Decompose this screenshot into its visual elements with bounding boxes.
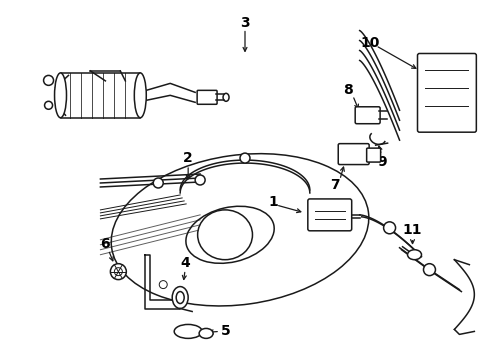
Text: 9: 9 bbox=[377, 155, 387, 169]
Circle shape bbox=[240, 153, 250, 163]
Ellipse shape bbox=[408, 250, 421, 260]
Text: 8: 8 bbox=[343, 84, 353, 97]
Circle shape bbox=[110, 264, 126, 280]
FancyBboxPatch shape bbox=[367, 148, 381, 162]
FancyBboxPatch shape bbox=[355, 107, 380, 124]
Ellipse shape bbox=[186, 206, 274, 263]
Circle shape bbox=[195, 175, 205, 185]
Text: 10: 10 bbox=[360, 36, 379, 50]
Ellipse shape bbox=[176, 292, 184, 303]
Circle shape bbox=[384, 222, 395, 234]
Text: 11: 11 bbox=[403, 223, 422, 237]
FancyBboxPatch shape bbox=[308, 199, 352, 231]
Circle shape bbox=[153, 178, 163, 188]
Ellipse shape bbox=[197, 210, 252, 260]
Circle shape bbox=[159, 280, 167, 289]
Text: 4: 4 bbox=[180, 256, 190, 270]
Ellipse shape bbox=[172, 287, 188, 309]
FancyBboxPatch shape bbox=[417, 54, 476, 132]
Ellipse shape bbox=[54, 73, 67, 118]
Circle shape bbox=[423, 264, 436, 276]
Circle shape bbox=[114, 268, 122, 276]
Text: 1: 1 bbox=[268, 195, 278, 209]
Text: 6: 6 bbox=[100, 237, 110, 251]
Ellipse shape bbox=[111, 154, 369, 306]
Text: 3: 3 bbox=[240, 15, 250, 30]
Text: 5: 5 bbox=[221, 324, 231, 338]
FancyBboxPatch shape bbox=[197, 90, 217, 104]
Ellipse shape bbox=[134, 73, 147, 118]
Text: 2: 2 bbox=[183, 151, 193, 165]
Ellipse shape bbox=[199, 328, 213, 338]
Ellipse shape bbox=[174, 324, 202, 338]
FancyBboxPatch shape bbox=[338, 144, 369, 165]
Text: 7: 7 bbox=[330, 178, 340, 192]
